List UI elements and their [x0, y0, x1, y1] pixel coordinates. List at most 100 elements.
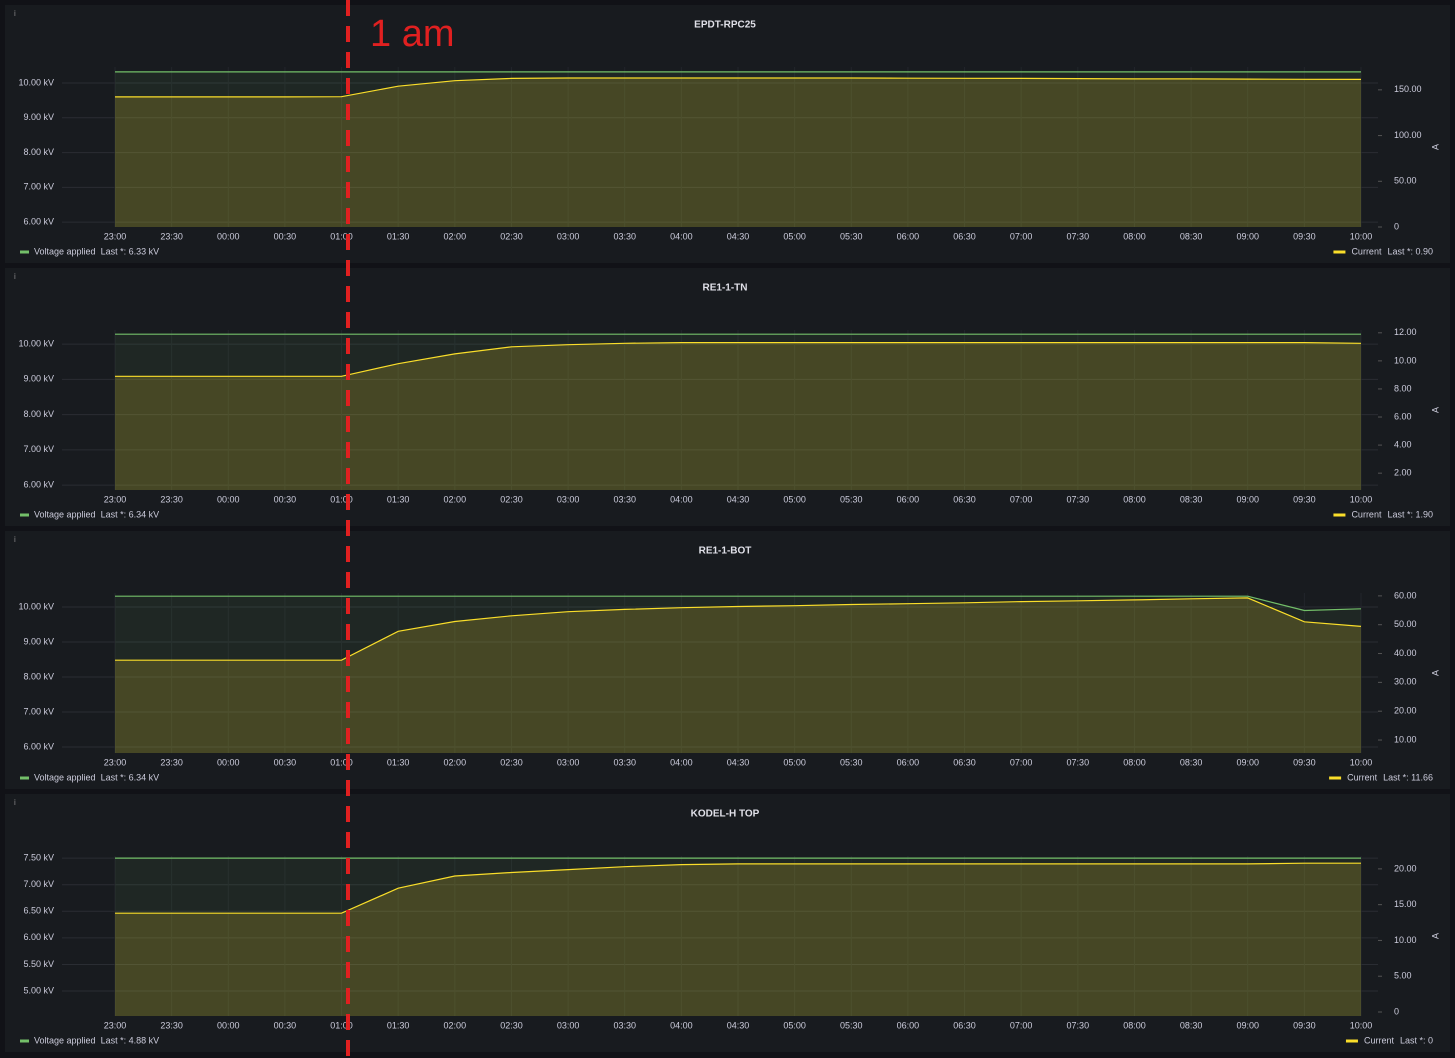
panel-title: RE1-1-TN: [702, 283, 747, 294]
x-tick-label: 02:30: [500, 231, 523, 241]
x-tick-label: 01:00: [330, 494, 353, 504]
series-area: [115, 78, 1361, 227]
x-tick-label: 09:30: [1293, 1020, 1316, 1030]
panel-title: EPDT-RPC25: [694, 20, 756, 31]
x-tick-label: 23:30: [160, 1020, 183, 1030]
y2-tick-label: 0: [1394, 221, 1399, 231]
legend-name: Voltage applied: [34, 246, 96, 256]
y2-axis-label: A: [1430, 407, 1440, 413]
x-tick-label: 08:30: [1180, 757, 1203, 767]
y-tick-label: 7.00 kV: [23, 879, 54, 889]
panel: [5, 794, 1450, 1052]
y-tick-label: 7.00 kV: [23, 182, 54, 192]
x-tick-label: 03:30: [613, 494, 636, 504]
y-tick-label: 6.50 kV: [23, 906, 54, 916]
info-icon: i: [14, 798, 16, 807]
x-tick-label: 02:30: [500, 494, 523, 504]
y-tick-label: 10.00 kV: [18, 338, 54, 348]
x-tick-label: 00:00: [217, 231, 240, 241]
y2-tick-label: 10.00: [1394, 355, 1417, 365]
annotation: 1 am: [370, 13, 454, 55]
x-tick-label: 10:00: [1350, 231, 1373, 241]
y-tick-label: 7.00 kV: [23, 444, 54, 454]
y2-tick-label: 60.00: [1394, 590, 1417, 600]
x-tick-label: 02:00: [444, 1020, 467, 1030]
legend-value: Last *: 6.33 kV: [101, 246, 160, 256]
y2-tick-label: 50.00: [1394, 619, 1417, 629]
x-tick-label: 02:00: [444, 494, 467, 504]
y-tick-label: 10.00 kV: [18, 77, 54, 87]
x-tick-label: 09:00: [1236, 494, 1259, 504]
y-tick-label: 8.00 kV: [23, 671, 54, 681]
x-tick-label: 01:00: [330, 1020, 353, 1030]
x-tick-label: 02:30: [500, 1020, 523, 1030]
x-tick-label: 01:00: [330, 757, 353, 767]
x-tick-label: 23:30: [160, 494, 183, 504]
x-tick-label: 23:30: [160, 231, 183, 241]
series-line: [115, 862, 1361, 914]
y-tick-label: 5.50 kV: [23, 959, 54, 969]
x-tick-label: 08:30: [1180, 494, 1203, 504]
x-tick-label: 05:30: [840, 1020, 863, 1030]
y2-tick-label: 5.00: [1394, 971, 1412, 981]
x-tick-label: 01:30: [387, 1020, 410, 1030]
x-tick-label: 05:00: [783, 757, 806, 767]
x-tick-label: 01:00: [330, 231, 353, 241]
x-tick-label: 00:30: [274, 494, 297, 504]
y2-tick-label: 12.00: [1394, 327, 1417, 337]
x-tick-label: 07:30: [1067, 494, 1090, 504]
x-tick-label: 05:30: [840, 231, 863, 241]
info-icon: i: [14, 535, 16, 544]
y2-tick-label: 8.00: [1394, 383, 1412, 393]
legend-name: Voltage applied: [34, 509, 96, 519]
x-tick-label: 06:00: [897, 757, 920, 767]
y2-tick-label: 2.00: [1394, 468, 1412, 478]
x-tick-label: 09:00: [1236, 1020, 1259, 1030]
x-tick-label: 04:00: [670, 494, 693, 504]
y-tick-label: 10.00 kV: [18, 601, 54, 611]
x-tick-label: 08:00: [1123, 231, 1146, 241]
x-tick-label: 03:30: [613, 231, 636, 241]
x-tick-label: 08:00: [1123, 494, 1146, 504]
x-tick-label: 06:00: [897, 1020, 920, 1030]
y2-tick-label: 150.00: [1394, 84, 1422, 94]
y-tick-label: 7.00 kV: [23, 706, 54, 716]
info-icon: i: [14, 9, 16, 18]
x-tick-label: 23:00: [104, 494, 127, 504]
series-area: [115, 863, 1361, 1016]
legend-value: Last *: 6.34 kV: [101, 509, 160, 519]
y-tick-label: 9.00 kV: [23, 112, 54, 122]
panel: [5, 5, 1450, 263]
y2-axis-label: A: [1430, 933, 1440, 939]
series-area: [115, 597, 1361, 753]
y2-tick-label: 6.00: [1394, 411, 1412, 421]
x-tick-label: 04:00: [670, 757, 693, 767]
y2-tick-label: 50.00: [1394, 176, 1417, 186]
x-tick-label: 10:00: [1350, 1020, 1373, 1030]
series-area: [115, 342, 1361, 490]
x-tick-label: 09:30: [1293, 494, 1316, 504]
series-area: [115, 334, 1361, 490]
y2-tick-label: 10.00: [1394, 935, 1417, 945]
x-tick-label: 02:00: [444, 231, 467, 241]
x-tick-label: 05:00: [783, 1020, 806, 1030]
y2-tick-label: 30.00: [1394, 677, 1417, 687]
y2-tick-label: 40.00: [1394, 648, 1417, 658]
legend-value: Last *: 4.88 kV: [101, 1035, 160, 1045]
y2-axis-label: A: [1430, 670, 1440, 676]
x-tick-label: 06:30: [953, 1020, 976, 1030]
x-tick-label: 06:00: [897, 494, 920, 504]
x-tick-label: 07:30: [1067, 231, 1090, 241]
x-tick-label: 07:00: [1010, 494, 1033, 504]
series-area: [115, 596, 1361, 753]
panel-title: KODEL-H TOP: [691, 809, 760, 820]
y-tick-label: 5.00 kV: [23, 985, 54, 995]
series-line: [115, 597, 1362, 661]
legend-name: Current: [1351, 246, 1382, 256]
x-tick-label: 09:00: [1236, 757, 1259, 767]
y2-tick-label: 100.00: [1394, 130, 1422, 140]
x-tick-label: 00:30: [274, 757, 297, 767]
x-tick-label: 06:30: [953, 231, 976, 241]
info-icon: i: [14, 272, 16, 281]
x-tick-label: 05:30: [840, 494, 863, 504]
